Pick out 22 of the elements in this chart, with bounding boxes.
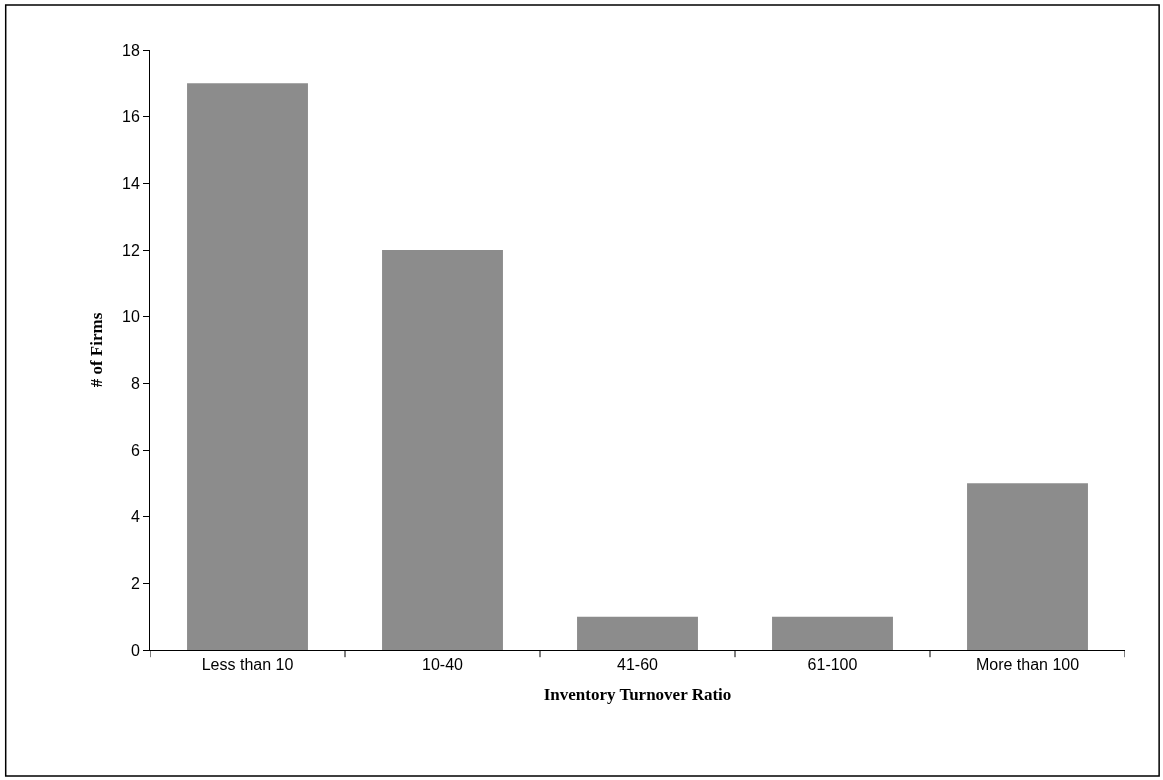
x-tick-label: 61-100 xyxy=(807,656,858,674)
y-tick-label: 6 xyxy=(130,441,140,459)
bar xyxy=(772,616,893,650)
y-tick-label: 10 xyxy=(122,308,140,326)
x-tick-label: 41-60 xyxy=(617,656,659,674)
x-tick-label: More than 100 xyxy=(975,656,1080,674)
y-tick-label: 18 xyxy=(122,41,140,59)
bar xyxy=(382,250,503,650)
y-tick-label: 2 xyxy=(130,574,140,592)
y-tick-label: 4 xyxy=(130,508,140,526)
bar xyxy=(967,483,1088,650)
y-tick-label: 8 xyxy=(130,374,140,392)
bar xyxy=(577,616,698,650)
y-axis-title: # of Firms xyxy=(86,312,106,388)
y-tick-label: 12 xyxy=(122,241,140,259)
x-tick-label: Less than 10 xyxy=(201,656,294,674)
y-tick-label: 16 xyxy=(122,108,140,126)
x-tick-label: 10-40 xyxy=(422,656,464,674)
x-axis-title: Inventory Turnover Ratio xyxy=(543,684,732,704)
y-tick-label: 0 xyxy=(130,641,140,659)
y-tick-label: 14 xyxy=(122,174,140,192)
bar xyxy=(187,83,308,650)
